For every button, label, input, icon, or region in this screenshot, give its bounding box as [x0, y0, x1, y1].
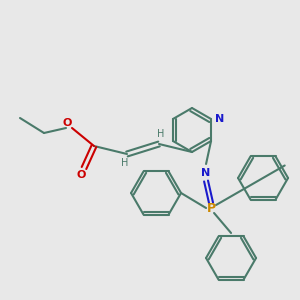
Text: H: H — [157, 129, 165, 139]
Text: N: N — [215, 114, 224, 124]
Text: O: O — [76, 170, 86, 180]
Text: P: P — [206, 202, 216, 214]
Text: H: H — [121, 158, 129, 168]
Text: N: N — [201, 168, 211, 178]
Text: O: O — [62, 118, 72, 128]
